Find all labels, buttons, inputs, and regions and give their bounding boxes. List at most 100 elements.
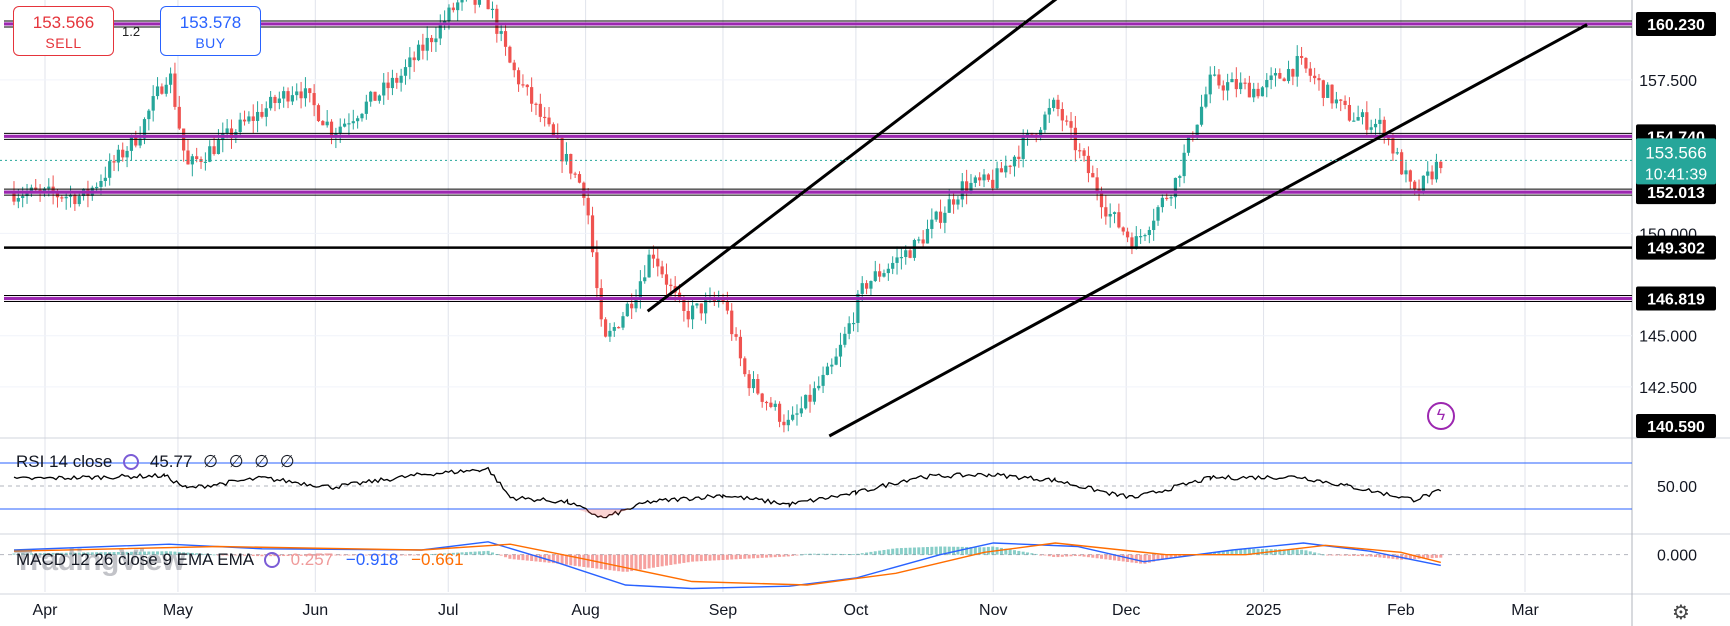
rsi-settings-icon[interactable] xyxy=(123,454,140,470)
candle-body xyxy=(525,84,529,88)
candle-body xyxy=(1286,69,1291,82)
candle-body xyxy=(173,73,177,107)
macd-histogram-bar xyxy=(838,553,842,555)
macd-histogram-bar xyxy=(55,552,59,555)
macd-histogram-bar xyxy=(156,551,160,555)
macd-histogram-bar xyxy=(51,552,55,555)
macd-histogram-bar xyxy=(743,554,747,559)
candle-body xyxy=(882,273,886,277)
candle-body xyxy=(1252,88,1256,98)
candle-body xyxy=(1008,165,1012,167)
macd-histogram-bar xyxy=(373,554,377,556)
macd-histogram-bar xyxy=(717,554,721,561)
candle-body xyxy=(21,196,25,198)
candle-body xyxy=(1291,69,1295,77)
candle-body xyxy=(356,118,360,122)
candle-body xyxy=(303,88,308,99)
macd-histogram-bar xyxy=(508,554,512,559)
macd-histogram-bar xyxy=(747,554,751,559)
macd-histogram-bar xyxy=(986,546,990,555)
macd-histogram-bar xyxy=(673,554,677,565)
macd-histogram-bar xyxy=(765,554,769,558)
macd-histogram-bar xyxy=(612,554,616,571)
macd-histogram-bar xyxy=(1387,554,1391,559)
gear-icon[interactable]: ⚙ xyxy=(1672,602,1690,624)
macd-histogram-bar xyxy=(504,554,508,558)
macd-histogram-bar xyxy=(238,554,242,556)
macd-histogram-bar xyxy=(830,553,834,555)
candle-body xyxy=(1152,220,1156,230)
candle-body xyxy=(1308,68,1312,76)
x-tick-label: Dec xyxy=(1112,602,1140,619)
candle-body xyxy=(651,254,656,259)
candle-body xyxy=(1165,197,1169,200)
candle-body xyxy=(516,70,521,85)
macd-histogram-bar xyxy=(799,554,803,556)
candle-body xyxy=(973,177,977,183)
candle-body xyxy=(725,301,729,311)
macd-histogram-bar xyxy=(82,552,86,555)
candle-body xyxy=(904,250,908,258)
candle-body xyxy=(838,344,843,357)
candle-body xyxy=(547,117,551,125)
macd-histogram-bar xyxy=(943,546,947,555)
rsi-legend-value: 45.77 xyxy=(149,452,193,471)
x-tick-label: Mar xyxy=(1511,602,1539,619)
macd-histogram-bar xyxy=(878,550,882,555)
macd-histogram-bar xyxy=(177,551,181,555)
macd-histogram-bar xyxy=(1430,554,1434,559)
candle-body xyxy=(1265,79,1269,88)
candle-body xyxy=(186,150,190,165)
candle-body xyxy=(560,138,564,162)
macd-histogram-bar xyxy=(1026,552,1030,555)
sell-button[interactable]: 153.566 SELL xyxy=(13,6,114,56)
candle-body xyxy=(1439,161,1443,169)
candle-body xyxy=(982,174,986,181)
candle-body xyxy=(499,31,503,34)
candle-body xyxy=(1343,100,1347,105)
candle-body xyxy=(1299,56,1304,58)
macd-histogram-bar xyxy=(147,551,151,555)
macd-histogram-bar xyxy=(1360,554,1364,557)
candle-body xyxy=(238,119,242,132)
macd-legend[interactable]: MACD 12 26 close 9 EMA EMA 0.257 −0.918 … xyxy=(16,550,464,570)
macd-histogram-bar xyxy=(821,553,825,555)
level-label: 149.302 xyxy=(1647,241,1705,258)
macd-histogram-bar xyxy=(1117,554,1121,561)
macd-histogram-bar xyxy=(795,554,799,556)
lightning-icon[interactable]: ϟ xyxy=(1427,402,1455,430)
candle-body xyxy=(960,181,964,200)
macd-histogram-bar xyxy=(856,553,860,555)
candle-body xyxy=(260,111,264,117)
macd-histogram-bar xyxy=(386,554,390,556)
macd-histogram-bar xyxy=(1047,554,1051,557)
buy-button[interactable]: 153.578 BUY xyxy=(160,6,261,56)
candle-body xyxy=(891,262,895,269)
candle-body xyxy=(1112,212,1117,214)
price-tick-label: 145.000 xyxy=(1639,329,1697,346)
candle-body xyxy=(1373,123,1378,128)
candle-body xyxy=(399,75,403,83)
macd-histogram-bar xyxy=(1208,552,1212,555)
candle-body xyxy=(338,126,342,134)
macd-histogram-bar xyxy=(1073,554,1077,556)
macd-settings-icon[interactable] xyxy=(263,552,280,568)
candle-body xyxy=(1260,87,1265,97)
macd-histogram-bar xyxy=(891,548,895,555)
candle-body xyxy=(1199,106,1204,125)
candle-body xyxy=(438,23,442,39)
macd-histogram-bar xyxy=(108,552,112,555)
macd-histogram-bar xyxy=(47,552,51,555)
macd-histogram-bar xyxy=(351,554,355,556)
macd-histogram-bar xyxy=(469,551,473,555)
candle-body xyxy=(1326,84,1330,98)
candle-body xyxy=(1204,94,1208,107)
candle-body xyxy=(147,110,151,120)
rsi-na-3: ∅ xyxy=(254,452,270,471)
candle-body xyxy=(434,38,438,43)
candle-body xyxy=(769,402,773,407)
macd-histogram-bar xyxy=(769,554,773,558)
rsi-legend[interactable]: RSI 14 close 45.77 ∅ ∅ ∅ ∅ xyxy=(16,452,295,472)
